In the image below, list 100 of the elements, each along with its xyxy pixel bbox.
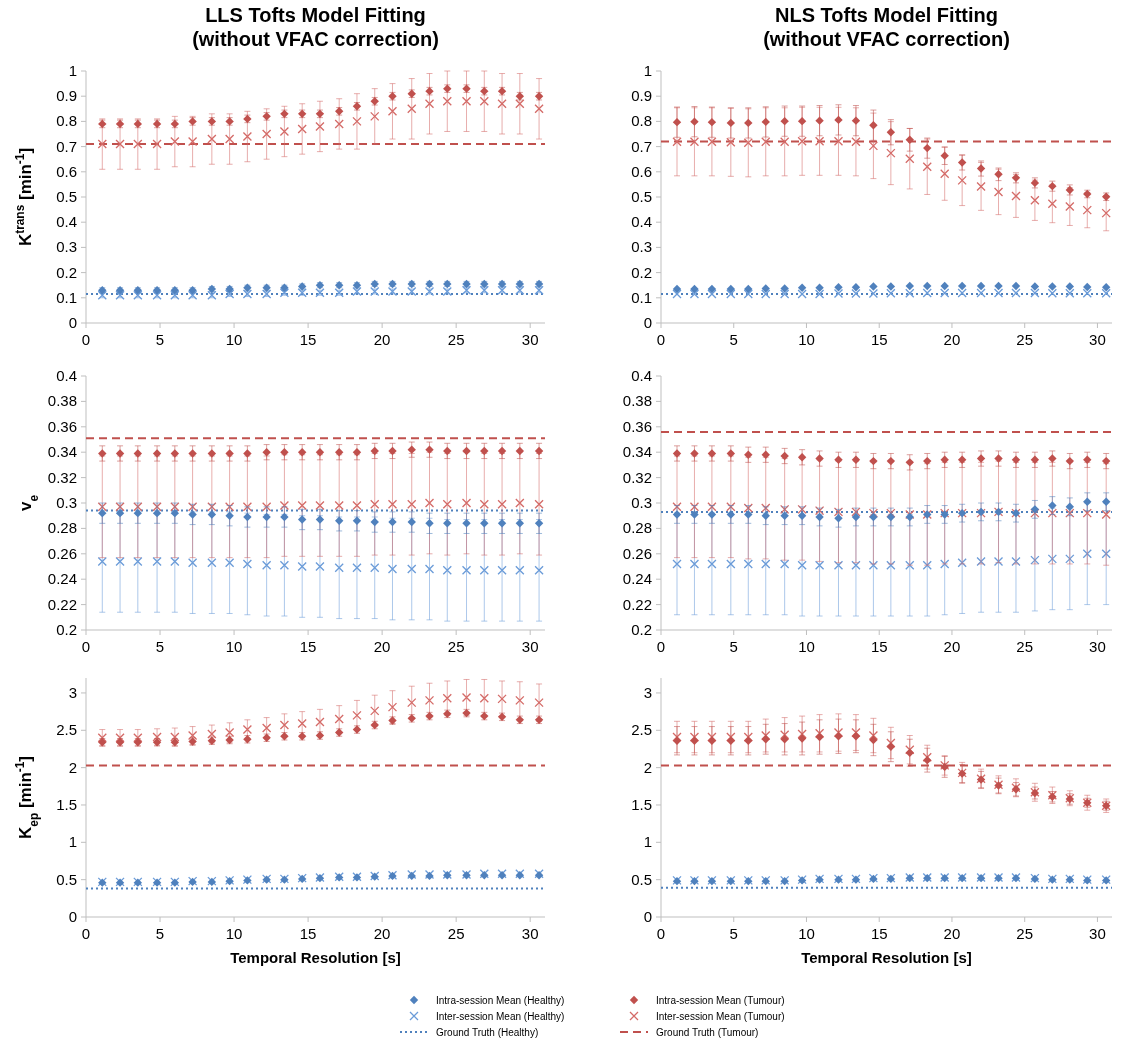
x-tick-label: 25 — [447, 638, 465, 655]
y-tick-label: 0 — [643, 314, 652, 331]
x-tick-label: 5 — [729, 925, 738, 942]
x-tick-label: 20 — [373, 331, 391, 348]
y-tick-label: 1 — [643, 62, 652, 79]
legend-label: Intra-session Mean (Tumour) — [656, 994, 785, 1006]
legend-label: Inter-session Mean (Healthy) — [436, 1010, 565, 1022]
y-tick-label: 0.9 — [56, 87, 77, 105]
x-axis-title: Temporal Resolution [s] — [230, 949, 401, 966]
x-tick-label: 20 — [943, 638, 961, 655]
x-tick-label: 15 — [299, 638, 317, 655]
x-tick-label: 20 — [943, 331, 961, 348]
y-tick-label: 0.7 — [56, 137, 77, 155]
y-tick-label: 0.8 — [56, 112, 77, 130]
y-tick-label: 0.36 — [47, 417, 77, 435]
y-tick-label: 0.9 — [631, 87, 652, 105]
x-tick-label: 20 — [943, 925, 961, 942]
x-tick-label: 30 — [1089, 925, 1106, 942]
x-tick-label: 0 — [656, 331, 666, 348]
x-tick-label: 0 — [81, 638, 91, 655]
x-tick-label: 10 — [225, 638, 243, 655]
x-tick-label: 0 — [81, 331, 91, 348]
x-tick-label: 20 — [373, 638, 391, 655]
x-tick-label: 30 — [1089, 638, 1106, 655]
x-tick-label: 30 — [521, 925, 539, 942]
chart-title: LLS Tofts Model Fitting (without VFAC correction) — [192, 4, 439, 50]
x-tick-label: 10 — [225, 331, 243, 348]
y-tick-label: 0.2 — [631, 621, 652, 638]
y-tick-label: 1.5 — [631, 795, 652, 813]
y-tick-label: 0.28 — [47, 519, 77, 537]
legend-label: Inter-session Mean (Tumour) — [656, 1010, 785, 1022]
x-tick-label: 10 — [798, 925, 815, 942]
x-tick-label: 5 — [155, 638, 165, 655]
y-tick-label: 0.8 — [631, 112, 652, 130]
y-tick-label: 0.32 — [622, 468, 652, 486]
x-tick-label: 5 — [155, 331, 165, 348]
x-axis-title: Temporal Resolution [s] — [801, 949, 972, 966]
y-tick-label: 0.34 — [47, 443, 77, 461]
y-tick-label: 0.5 — [56, 188, 77, 205]
y-tick-label: 1 — [68, 833, 77, 851]
x-tick-label: 15 — [870, 331, 888, 348]
chart-title: NLS Tofts Model Fitting (without VFAC correction) — [763, 4, 1010, 50]
legend-label: Intra-session Mean (Healthy) — [436, 994, 565, 1006]
x-tick-label: 15 — [870, 638, 888, 655]
y-tick-label: 0.22 — [47, 595, 77, 613]
x-tick-label: 15 — [299, 331, 317, 348]
y-tick-label: 0.1 — [631, 288, 652, 306]
y-tick-label: 0.28 — [622, 519, 652, 537]
y-tick-label: 0.3 — [631, 494, 652, 511]
y-tick-label: 0.5 — [56, 870, 77, 888]
x-tick-label: 25 — [1016, 638, 1034, 655]
y-tick-label: 1 — [68, 62, 77, 79]
x-tick-label: 5 — [155, 925, 165, 942]
y-tick-label: 2.5 — [631, 721, 652, 739]
y-tick-label: 1.5 — [56, 795, 77, 813]
x-tick-label: 10 — [225, 925, 243, 942]
y-tick-label: 3 — [68, 683, 77, 701]
y-tick-label: 0 — [643, 908, 652, 925]
y-tick-label: 0.36 — [622, 417, 652, 435]
y-tick-label: 0 — [68, 908, 77, 925]
y-tick-label: 0.6 — [631, 162, 652, 180]
y-tick-label: 2 — [643, 758, 652, 776]
y-tick-label: 0.4 — [56, 367, 77, 384]
y-tick-label: 3 — [643, 683, 652, 701]
y-tick-label: 2.5 — [56, 721, 77, 739]
x-tick-label: 30 — [521, 331, 539, 348]
y-tick-label: 0.26 — [622, 544, 652, 562]
y-tick-label: 1 — [643, 833, 652, 851]
y-tick-label: 0.3 — [56, 238, 77, 256]
x-tick-label: 25 — [447, 925, 465, 942]
y-tick-label: 0.32 — [47, 468, 77, 486]
x-tick-label: 30 — [521, 638, 539, 655]
y-tick-label: 0.3 — [631, 238, 652, 256]
y-tick-label: 0.38 — [622, 392, 652, 410]
x-tick-label: 30 — [1089, 331, 1106, 348]
y-tick-label: 0.24 — [47, 570, 77, 588]
x-tick-label: 0 — [81, 925, 91, 942]
y-tick-label: 0.7 — [631, 137, 652, 155]
y-tick-label: 0.2 — [631, 263, 652, 281]
y-tick-label: 0.2 — [56, 263, 77, 281]
y-tick-label: 0.5 — [631, 188, 652, 205]
y-tick-label: 0.4 — [631, 213, 652, 231]
y-tick-label: 0.4 — [56, 213, 77, 231]
x-tick-label: 20 — [373, 925, 391, 942]
y-tick-label: 0.3 — [56, 494, 77, 511]
y-tick-label: 0.4 — [631, 367, 652, 384]
x-tick-label: 15 — [870, 925, 888, 942]
y-tick-label: 0.38 — [47, 392, 77, 410]
y-tick-label: 0.26 — [47, 544, 77, 562]
y-tick-label: 2 — [68, 758, 77, 776]
y-tick-label: 0.22 — [622, 595, 652, 613]
legend-label: Ground Truth (Tumour) — [656, 1026, 759, 1038]
y-tick-label: 0.5 — [631, 870, 652, 888]
x-tick-label: 25 — [447, 331, 465, 348]
y-tick-label: 0.24 — [622, 570, 652, 588]
legend-label: Ground Truth (Healthy) — [436, 1026, 539, 1038]
x-tick-label: 25 — [1016, 925, 1034, 942]
x-tick-label: 10 — [798, 331, 815, 348]
x-tick-label: 0 — [656, 925, 666, 942]
x-tick-label: 15 — [299, 925, 317, 942]
